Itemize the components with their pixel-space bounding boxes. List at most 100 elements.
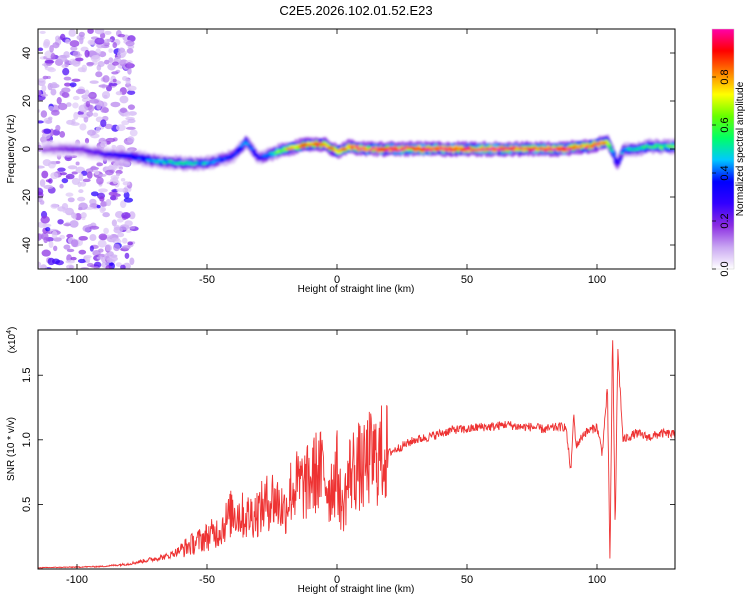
heatmap-noise-cell	[38, 144, 42, 152]
heatmap-noise-cell	[126, 48, 134, 54]
heatmap-ridge-cell	[610, 150, 615, 153]
heatmap-noise-cell	[87, 93, 96, 98]
heatmap-noise-cell	[89, 166, 100, 170]
heatmap-ridge-cell	[237, 148, 242, 151]
heatmap-noise-cell	[102, 75, 110, 83]
heatmap-noise-cell	[113, 243, 121, 252]
heatmap-noise-cell	[38, 261, 42, 269]
heatmap-noise-cell	[121, 120, 130, 126]
heatmap-noise-cell	[40, 93, 48, 97]
heatmap-ridge-cell	[657, 144, 662, 147]
heatmap-noise-cell	[63, 76, 72, 81]
snr-ylabel: SNR (10 * v/v)	[6, 417, 17, 481]
heatmap-noise-cell	[48, 178, 53, 184]
heatmap-noise-cell	[127, 118, 136, 124]
heatmap-noise-cell	[123, 197, 134, 203]
heatmap-noise-cell	[59, 172, 68, 176]
heatmap-noise-cell	[70, 239, 79, 248]
heatmap-noise-cell	[105, 244, 112, 252]
heatmap-ridge-cell	[329, 146, 334, 149]
heatmap-noise-cell	[50, 172, 59, 180]
heatmap-noise-cell	[38, 47, 44, 52]
heatmap-noise-cell	[119, 107, 128, 113]
heatmap-noise-cell	[93, 266, 100, 269]
snr-frame	[37, 329, 676, 570]
colorbar-ticks: 0.0 0.2 0.4 0.6 0.8	[712, 69, 731, 277]
heatmap-noise-cell	[69, 82, 77, 88]
heatmap-noise-cell	[99, 206, 105, 214]
heatmap-noise-cell	[85, 100, 91, 108]
heatmap-noise-cell	[127, 67, 132, 75]
heatmap-ridge-cell	[496, 148, 501, 152]
heatmap-noise-cell	[63, 223, 71, 227]
x-tick-label: 100	[588, 274, 606, 286]
spectrogram-ylabel: Frequency (Hz)	[6, 115, 17, 184]
heatmap-noise-cell	[78, 104, 88, 113]
heatmap-noise-cell	[41, 249, 51, 257]
heatmap-noise-cell	[49, 44, 54, 53]
heatmap-ridge-cell	[307, 144, 313, 147]
figure-title: C2E5.2026.102.01.52.E23	[279, 3, 432, 18]
heatmap-noise-cell	[38, 165, 45, 169]
heatmap-ridge-cell	[267, 154, 272, 157]
heatmap-noise-cell	[42, 75, 49, 80]
heatmap-ridge-cell	[231, 155, 236, 158]
x-tick-label: -50	[199, 574, 215, 586]
heatmap-noise-cell	[120, 264, 126, 269]
heatmap-noise-cell	[117, 218, 124, 223]
y-tick-label: -40	[21, 237, 33, 253]
heatmap-noise-cell	[67, 197, 75, 203]
heatmap-noise-cell	[41, 170, 49, 179]
heatmap-ridge-cell	[605, 142, 611, 145]
heatmap-noise-cell	[64, 82, 71, 87]
heatmap-noise-cell	[48, 240, 54, 248]
heatmap-ridge-cell	[448, 147, 453, 150]
heatmap-noise-cell	[79, 36, 84, 45]
heatmap-noise-cell	[70, 122, 80, 126]
heatmap-ridge-cell	[672, 146, 675, 149]
heatmap-ridge-cell	[613, 157, 618, 161]
heatmap-ridge-cell	[281, 148, 286, 152]
heatmap-noise-cell	[108, 191, 118, 197]
heatmap-noise-cell	[127, 85, 137, 92]
snr-multiplier: (x104)	[6, 327, 18, 354]
y-tick-label: -20	[21, 189, 33, 205]
heatmap-ridge-cell	[590, 144, 595, 148]
heatmap-ridge-layer	[41, 134, 675, 172]
heatmap-ridge-cell	[225, 157, 230, 160]
colorbar-tick-label: 0.8	[719, 69, 731, 84]
heatmap-noise-cell	[77, 67, 86, 73]
x-tick-label: 50	[461, 574, 473, 586]
heatmap-noise-cell	[125, 40, 135, 47]
snr-xlabel: Height of straight line (km)	[298, 584, 415, 595]
heatmap-ridge-cell	[215, 159, 221, 163]
heatmap-ridge-cell	[611, 153, 617, 157]
heatmap-noise-cell	[59, 183, 64, 189]
heatmap-noise-cell	[62, 209, 73, 214]
colorbar-gradient	[712, 29, 734, 269]
x-tick-label: 50	[461, 274, 473, 286]
heatmap-noise-cell	[86, 171, 93, 179]
heatmap-noise-cell	[73, 111, 79, 120]
heatmap-ridge-cell	[192, 163, 197, 166]
y-tick-label: 20	[21, 95, 33, 107]
heatmap-noise-cell	[118, 47, 126, 53]
heatmap-noise-cell	[52, 42, 60, 49]
heatmap-noise-cell	[127, 136, 135, 144]
heatmap-noise-cell	[71, 171, 79, 175]
heatmap-noise-cell	[40, 110, 48, 118]
heatmap-noise-cell	[108, 256, 118, 262]
y-tick-label: 1.5	[21, 368, 33, 383]
heatmap-noise-cell	[115, 124, 126, 132]
heatmap-noise-cell	[84, 49, 90, 58]
heatmap-noise-cell	[117, 33, 126, 38]
heatmap-noise-cell	[78, 31, 85, 37]
spectrogram-axis-ticks: -100 -50 0 50 100 -40 -20 0 20 40	[21, 29, 675, 286]
heatmap-noise-cell	[102, 212, 110, 218]
heatmap-ridge-cell	[457, 146, 462, 149]
heatmap-ridge-cell	[128, 154, 133, 157]
heatmap-noise-cell	[64, 59, 70, 68]
heatmap-noise-cell	[127, 104, 136, 110]
heatmap-noise-cell	[123, 112, 131, 117]
heatmap-noise-cell	[122, 181, 131, 186]
